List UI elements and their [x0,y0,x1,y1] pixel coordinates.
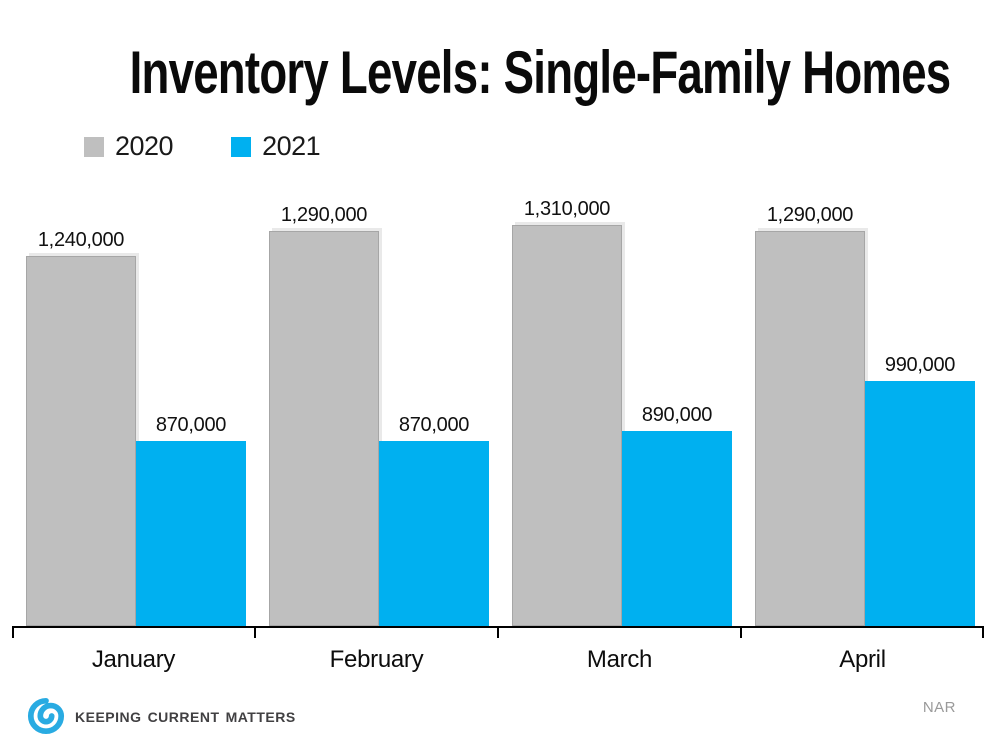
bar-2020-february [269,231,379,626]
bar-2021-march [622,431,732,626]
axis-tick [497,628,499,638]
bar-col-2021-february: 870,000 [379,198,489,626]
bar-group-february: 1,290,000 870,000 [255,198,498,626]
data-label-2021-february: 870,000 [398,414,470,436]
data-label-2020-january: 1,240,000 [37,229,125,251]
bar-group-march: 1,310,000 890,000 [498,198,741,626]
legend-swatch-2020-icon [84,136,104,157]
page-title: Inventory Levels: Single-Family Homes [0,40,1000,106]
plot-area: 1,240,000 870,000 1,290,000 870,000 1,31… [12,198,984,638]
bar-col-2021-march: 890,000 [622,198,732,626]
bar-2021-april [865,381,975,626]
x-axis-labels: January February March April [12,646,984,674]
legend-label-2021: 2021 [262,131,321,161]
bar-2021-january [136,441,246,626]
legend-item-2020: 2020 [84,131,174,162]
bar-col-2020-february: 1,290,000 [269,198,379,626]
page-title-text: Inventory Levels: Single-Family Homes [129,39,952,106]
bar-col-2021-january: 870,000 [136,198,246,626]
bar-col-2021-april: 990,000 [865,198,975,626]
bar-col-2020-march: 1,310,000 [512,198,622,626]
legend-label-2020: 2020 [115,131,174,161]
legend: 2020 2021 [84,131,321,162]
footer-brand: Keeping Current Matters [27,697,296,735]
x-axis-label-april: April [839,646,886,673]
bar-group-january: 1,240,000 870,000 [12,198,255,626]
bar-2021-february [379,441,489,626]
axis-tick [740,628,742,638]
data-label-2021-march: 890,000 [641,404,713,426]
bar-2020-march [512,225,622,626]
bar-group-april: 1,290,000 990,000 [741,198,984,626]
source-label: NAR [922,699,956,716]
legend-swatch-2021-icon [231,136,252,157]
kcm-logo-icon [27,697,65,735]
data-label-2020-february: 1,290,000 [280,204,368,226]
axis-tick [12,628,14,638]
data-label-2020-april: 1,290,000 [766,204,854,226]
data-label-2021-april: 990,000 [884,354,956,376]
axis-tick [254,628,256,638]
bar-2020-april [755,231,865,626]
brand-wordmark: Keeping Current Matters [75,704,296,727]
data-label-2020-march: 1,310,000 [523,198,611,220]
x-axis-label-february: February [329,646,424,673]
bar-col-2020-april: 1,290,000 [755,198,865,626]
x-axis-label-march: March [586,646,653,673]
bar-col-2020-january: 1,240,000 [26,198,136,626]
data-label-2021-january: 870,000 [155,414,227,436]
x-axis-label-january: January [91,646,176,673]
bar-2020-january [26,256,136,626]
axis-tick [982,628,984,638]
legend-item-2021: 2021 [231,131,321,162]
